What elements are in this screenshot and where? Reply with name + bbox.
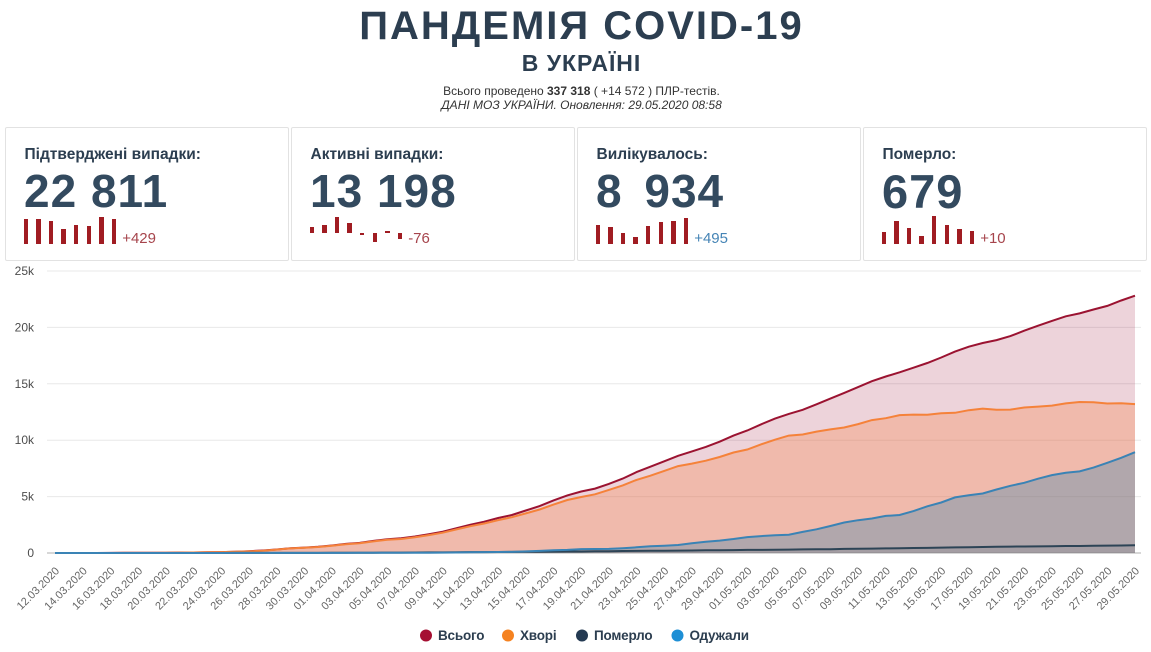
svg-text:Всього: Всього — [438, 628, 484, 643]
svg-text:25k: 25k — [15, 264, 35, 278]
svg-text:Хворі: Хворі — [520, 628, 556, 643]
svg-text:Померло: Померло — [594, 628, 652, 643]
svg-text:10k: 10k — [15, 433, 35, 447]
svg-text:20k: 20k — [15, 320, 35, 334]
svg-text:Одужали: Одужали — [690, 628, 749, 643]
svg-text:0: 0 — [27, 546, 34, 560]
svg-text:5k: 5k — [21, 490, 35, 504]
svg-text:15k: 15k — [15, 377, 35, 391]
